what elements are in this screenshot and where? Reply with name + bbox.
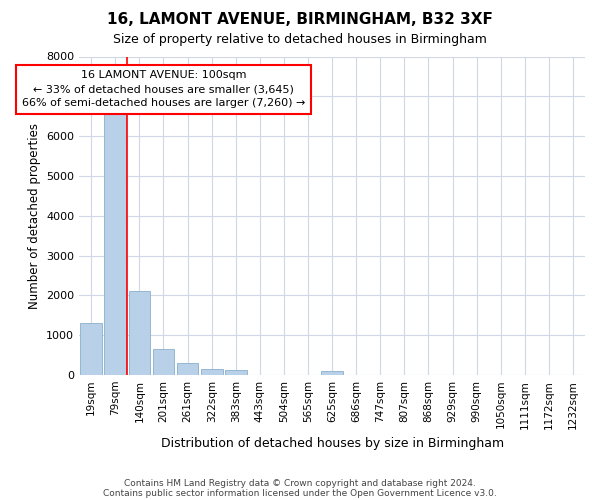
Bar	[321, 371, 343, 375]
Text: 16, LAMONT AVENUE, BIRMINGHAM, B32 3XF: 16, LAMONT AVENUE, BIRMINGHAM, B32 3XF	[107, 12, 493, 28]
Bar	[201, 369, 223, 375]
Y-axis label: Number of detached properties: Number of detached properties	[28, 123, 41, 309]
Bar	[80, 324, 102, 375]
Bar	[128, 292, 150, 375]
Bar	[177, 362, 199, 375]
Bar	[152, 349, 175, 375]
Text: 16 LAMONT AVENUE: 100sqm
← 33% of detached houses are smaller (3,645)
66% of sem: 16 LAMONT AVENUE: 100sqm ← 33% of detach…	[22, 70, 305, 108]
Bar	[225, 370, 247, 375]
Text: Size of property relative to detached houses in Birmingham: Size of property relative to detached ho…	[113, 32, 487, 46]
Text: Contains public sector information licensed under the Open Government Licence v3: Contains public sector information licen…	[103, 488, 497, 498]
Bar	[104, 112, 126, 375]
X-axis label: Distribution of detached houses by size in Birmingham: Distribution of detached houses by size …	[161, 437, 503, 450]
Text: Contains HM Land Registry data © Crown copyright and database right 2024.: Contains HM Land Registry data © Crown c…	[124, 478, 476, 488]
